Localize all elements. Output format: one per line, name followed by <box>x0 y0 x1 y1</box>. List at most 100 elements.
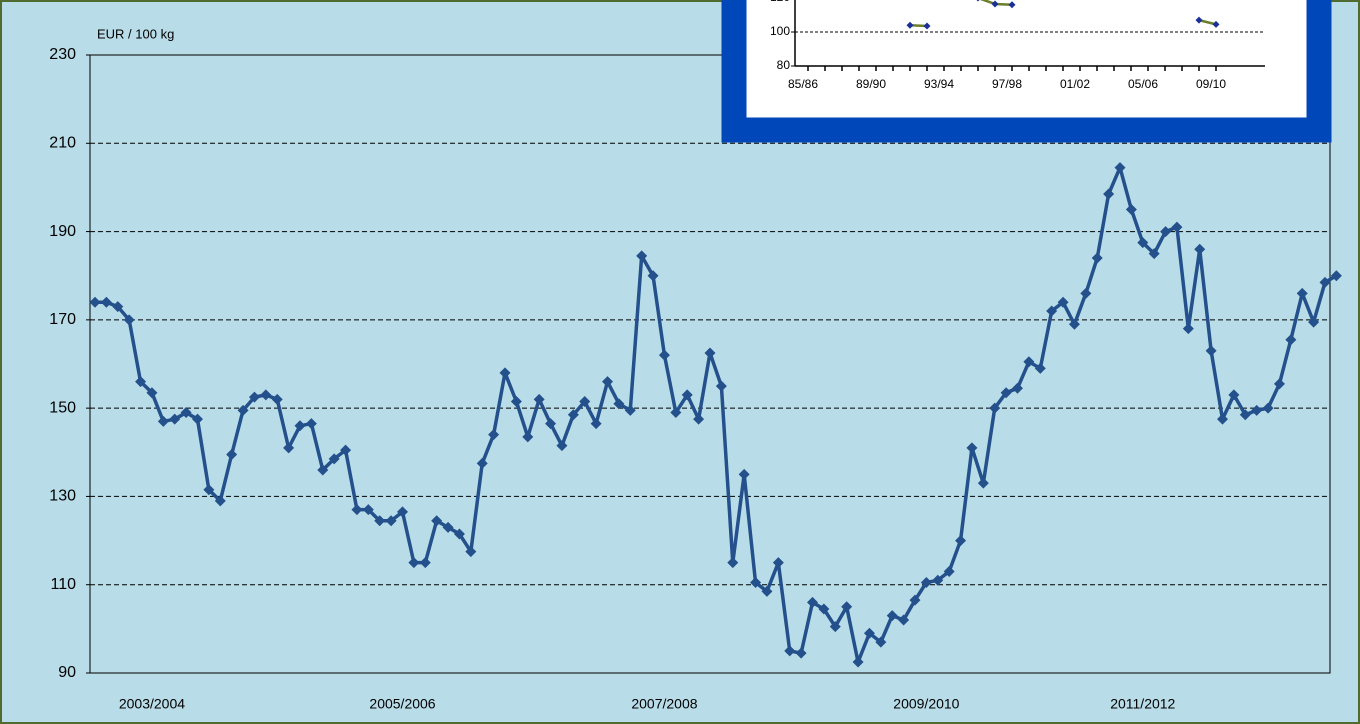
data-marker <box>1023 356 1035 368</box>
x-tick-label: 2011/2012 <box>1110 696 1175 712</box>
data-marker <box>1000 387 1012 399</box>
x-tick-label: 09/10 <box>1196 77 1226 91</box>
x-tick-label: 2009/2010 <box>893 696 959 712</box>
data-marker <box>681 389 693 401</box>
data-marker <box>226 448 238 460</box>
data-marker <box>522 431 534 443</box>
data-marker <box>271 393 283 405</box>
data-marker <box>488 429 500 441</box>
data-marker <box>362 504 374 516</box>
data-marker <box>146 387 158 399</box>
data-marker <box>738 468 750 480</box>
data-marker <box>1205 345 1217 357</box>
data-marker <box>991 0 999 8</box>
x-tick-label: 89/90 <box>856 77 886 91</box>
y-tick-label: 190 <box>49 223 76 240</box>
data-marker <box>283 442 295 454</box>
x-tick-label: 2005/2006 <box>369 696 435 712</box>
data-marker <box>1068 318 1080 330</box>
data-marker <box>328 453 340 465</box>
data-marker <box>1239 409 1251 421</box>
data-marker <box>693 413 705 425</box>
data-marker <box>419 557 431 569</box>
data-marker <box>750 577 762 589</box>
data-marker <box>1148 248 1160 260</box>
x-tick-label: 01/02 <box>1060 77 1090 91</box>
y-tick-label: 90 <box>58 664 76 681</box>
data-marker <box>977 477 989 489</box>
data-marker <box>1217 413 1228 425</box>
data-marker <box>397 506 408 518</box>
data-marker <box>351 504 363 516</box>
x-tick-label: 85/86 <box>788 77 818 91</box>
data-marker <box>829 621 841 633</box>
data-marker <box>579 396 591 408</box>
data-marker <box>818 603 830 615</box>
data-marker <box>203 484 215 496</box>
x-tick-label: 93/94 <box>924 77 954 91</box>
data-marker <box>1125 204 1137 215</box>
data-marker <box>510 396 522 408</box>
data-marker <box>886 610 898 622</box>
data-marker <box>1160 226 1172 238</box>
data-marker <box>294 420 306 432</box>
data-marker <box>852 656 864 668</box>
data-marker <box>955 535 967 547</box>
x-tick-label: 2007/2008 <box>631 696 697 712</box>
data-marker <box>647 270 659 282</box>
data-marker <box>932 574 944 586</box>
y-tick-label: 120 <box>770 0 790 4</box>
data-marker <box>567 409 579 421</box>
data-marker <box>1262 402 1274 414</box>
data-marker <box>1012 382 1023 394</box>
data-marker <box>1319 276 1331 288</box>
data-marker <box>1194 243 1206 255</box>
data-marker <box>533 393 545 405</box>
y-tick-label: 230 <box>49 46 76 63</box>
data-marker <box>1228 389 1240 401</box>
data-marker <box>1057 296 1069 308</box>
y-tick-label: 150 <box>49 399 76 416</box>
data-marker <box>1171 221 1183 233</box>
data-marker <box>237 404 249 416</box>
data-marker <box>112 301 124 313</box>
x-tick-label: 97/98 <box>992 77 1022 91</box>
data-marker <box>772 557 784 569</box>
data-marker <box>920 577 932 589</box>
y-axis-title: EUR / 100 kg <box>97 26 174 41</box>
data-marker <box>1308 316 1320 328</box>
data-marker <box>976 0 980 2</box>
data-marker <box>408 557 420 569</box>
x-tick-label: 05/06 <box>1128 77 1158 91</box>
data-marker <box>1137 237 1149 249</box>
data-marker <box>989 402 1001 414</box>
data-marker <box>89 296 101 308</box>
data-marker <box>875 636 887 648</box>
data-marker <box>1114 162 1126 174</box>
data-marker <box>157 415 169 427</box>
data-marker <box>1008 1 1016 9</box>
x-tick-label: 2003/2004 <box>119 696 185 712</box>
data-marker <box>807 596 818 608</box>
data-marker <box>613 398 625 410</box>
data-marker <box>727 557 739 569</box>
data-marker <box>248 391 260 403</box>
data-marker <box>499 367 511 379</box>
y-tick-label: 110 <box>50 576 76 593</box>
data-marker <box>317 464 329 476</box>
data-marker <box>169 413 181 425</box>
data-marker <box>1103 188 1115 200</box>
y-tick-label: 80 <box>777 58 791 72</box>
data-marker <box>135 376 147 388</box>
data-marker <box>340 444 352 456</box>
data-marker <box>442 521 454 533</box>
data-marker <box>305 418 317 430</box>
data-marker <box>123 314 135 326</box>
data-marker <box>795 647 807 659</box>
data-marker <box>476 457 488 469</box>
data-marker <box>909 594 921 606</box>
y-tick-label: 100 <box>770 24 790 38</box>
data-marker <box>898 614 910 626</box>
data-marker <box>1080 287 1092 299</box>
